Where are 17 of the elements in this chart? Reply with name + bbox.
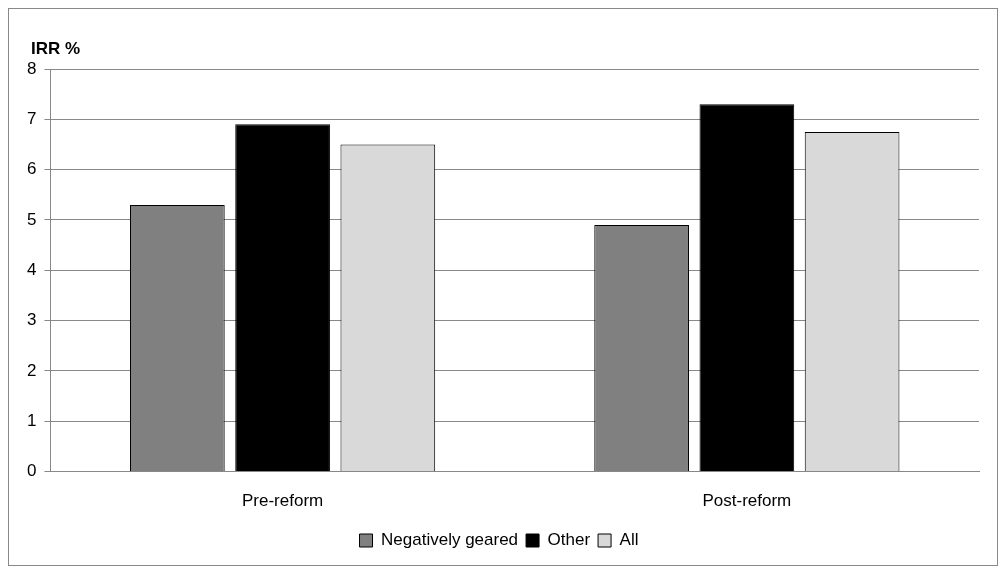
- x-tick-label: Pre-reform: [241, 491, 324, 511]
- bar: [699, 104, 795, 472]
- legend-label: All: [619, 530, 639, 550]
- y-axis-title: IRR %: [31, 38, 81, 58]
- y-tick-label: 0: [26, 461, 37, 481]
- y-tick-label: 8: [26, 58, 37, 78]
- y-tick-label: 6: [26, 159, 37, 179]
- y-tick-label: 2: [26, 360, 37, 380]
- y-tick-label: 7: [26, 109, 37, 129]
- x-tick-label: Post-reform: [702, 491, 792, 511]
- y-tick-label: 3: [26, 310, 37, 330]
- y-tick-label: 5: [26, 209, 37, 229]
- legend-label: Other: [547, 530, 591, 550]
- y-tick-label: 4: [26, 259, 37, 279]
- bar: [235, 124, 330, 472]
- legend-label: Negatively geared: [381, 530, 519, 550]
- y-tick-label: 1: [26, 410, 37, 430]
